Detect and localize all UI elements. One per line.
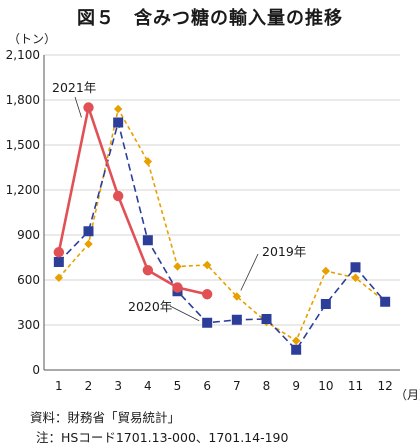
data-point [53, 247, 65, 258]
y-tick-label: 600 [17, 273, 40, 287]
series-label-2019年: 2019年 [262, 244, 306, 259]
data-point [54, 273, 64, 282]
y-axis-unit-label: （トン） [8, 32, 56, 46]
data-point [172, 282, 183, 293]
series-labels: 2021年 2019年 2020年 [52, 80, 306, 322]
x-tick-labels: 1 2 3 4 5 6 7 8 9 10 11 12 [55, 379, 393, 393]
data-point [113, 104, 123, 114]
leader-line [74, 96, 82, 118]
data-point [320, 299, 331, 309]
data-point [53, 257, 64, 267]
y-tick-label: 0 [32, 363, 40, 377]
data-point [201, 289, 213, 300]
data-point [142, 235, 153, 246]
y-tick-label: 300 [17, 318, 40, 332]
x-tick-label: 3 [114, 379, 122, 393]
leader-line [169, 305, 200, 322]
series-line [58, 121, 386, 351]
data-point [350, 262, 361, 273]
y-tick-label: 1,800 [6, 93, 40, 107]
data-point [291, 344, 302, 355]
x-tick-label: 1 [55, 379, 63, 393]
x-tick-label: 6 [203, 379, 211, 393]
series-2021年 [53, 102, 213, 300]
grid-lines [44, 54, 400, 326]
series-2019年 [54, 104, 390, 345]
x-tick-label: 7 [233, 379, 241, 393]
data-point [84, 239, 93, 249]
data-point [83, 226, 94, 237]
data-point [380, 296, 391, 307]
x-tick-label: 12 [378, 379, 393, 393]
data-point [291, 336, 301, 345]
data-point [232, 292, 242, 301]
data-point [351, 273, 360, 282]
x-tick-label: 11 [348, 379, 363, 393]
axes [43, 55, 400, 371]
y-tick-label: 2,100 [6, 48, 40, 62]
data-point [143, 157, 153, 166]
data-point [83, 102, 94, 113]
data-point [321, 266, 331, 276]
x-tick-label: 5 [174, 379, 182, 393]
data-point [261, 314, 272, 324]
y-tick-labels: 0 300 600 900 1,200 1,500 1,800 2,100 [6, 48, 40, 377]
data-point [202, 260, 212, 270]
source-note: 資料：財務省「貿易統計」 [30, 410, 181, 425]
x-tick-label: 2 [85, 379, 93, 393]
y-tick-label: 1,200 [6, 183, 40, 197]
footnote: 注：HSコード1701.13-000、1701.14-190 [36, 430, 289, 445]
x-tick-label: 4 [144, 379, 152, 393]
data-point [231, 314, 242, 325]
series-label-2020年: 2020年 [128, 299, 172, 314]
data-point [113, 117, 124, 128]
series-label-2021年: 2021年 [52, 80, 96, 95]
data-point [142, 265, 154, 276]
leader-line [240, 253, 259, 291]
x-tick-label: 8 [263, 379, 271, 393]
data-point [112, 190, 124, 202]
series-layer [53, 102, 391, 355]
series-line [58, 108, 386, 342]
data-point [202, 317, 213, 328]
x-tick-label: 9 [292, 379, 300, 393]
data-point [173, 262, 182, 271]
y-tick-label: 1,500 [6, 138, 40, 152]
chart-title: 図５ 含みつ糖の輸入量の推移 [77, 8, 343, 29]
x-axis-unit-label: （月） [395, 388, 420, 402]
x-tick-label: 10 [318, 379, 333, 393]
y-tick-label: 900 [17, 228, 40, 242]
